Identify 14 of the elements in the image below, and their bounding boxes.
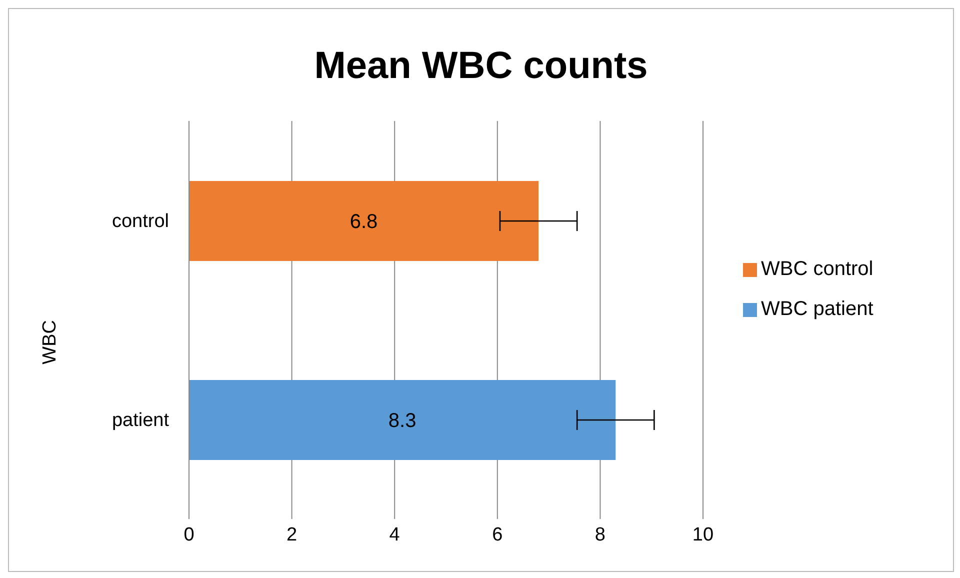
legend-label: WBC control [761,258,874,280]
legend-label: WBC patient [761,298,874,320]
x-tick-label: 6 [492,524,503,546]
x-tick-label: 10 [692,524,714,546]
y-tick-label: patient [112,410,170,432]
data-label: 8.3 [388,410,416,432]
x-tick-label: 2 [286,524,298,546]
chart-title: Mean WBC counts [313,45,649,88]
x-tick-label: 4 [389,524,400,546]
y-tick-label: control [112,211,169,232]
data-label: 6.8 [350,211,378,234]
x-tick-label: 8 [594,524,606,546]
y-axis-title: WBC [40,320,61,364]
x-tick-label: 0 [184,524,194,546]
